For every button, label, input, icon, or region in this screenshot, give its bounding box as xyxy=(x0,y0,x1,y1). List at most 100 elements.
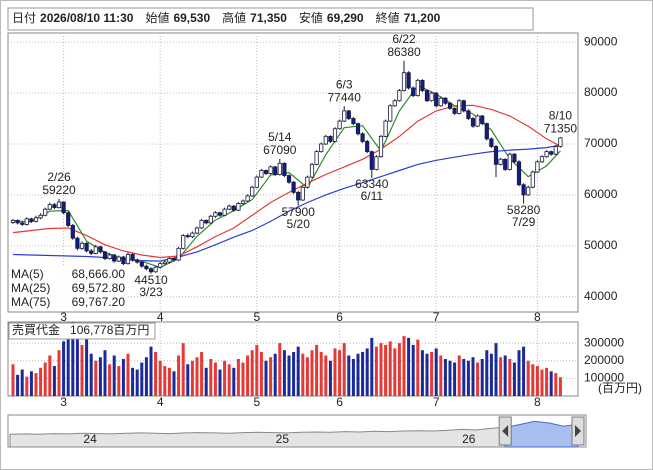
volume-bar xyxy=(333,348,337,396)
annotation-date: 6/22 xyxy=(392,32,416,46)
volume-bar xyxy=(48,355,52,396)
candle-body xyxy=(489,138,494,147)
y-tick-label: 40000 xyxy=(584,289,618,303)
volume-bar xyxy=(117,366,121,396)
volume-bar xyxy=(16,374,20,396)
volume-bar xyxy=(135,369,139,396)
candle-body xyxy=(296,191,301,201)
header-label: 高値 xyxy=(222,10,246,25)
volume-bar xyxy=(144,357,148,396)
volume-latest: 106,778百万円 xyxy=(70,323,149,337)
candle-body xyxy=(33,217,39,222)
candle-body xyxy=(222,208,227,216)
candle-body xyxy=(204,219,209,224)
candle-body xyxy=(116,256,121,262)
volume-bar xyxy=(407,337,411,396)
annotation-price: 77440 xyxy=(328,90,362,104)
volume-bar xyxy=(149,346,153,396)
ma-line xyxy=(12,104,561,259)
candle-body xyxy=(254,176,259,188)
volume-bar xyxy=(439,355,443,396)
volume-bar xyxy=(443,359,447,396)
candle-body xyxy=(162,261,167,265)
x-tick-label: 5 xyxy=(253,310,260,324)
volume-bar xyxy=(232,367,236,396)
legend-name: MA(25) xyxy=(11,281,50,295)
volume-bar xyxy=(20,369,24,396)
x-tick-label: 5 xyxy=(253,395,260,409)
volume-bar xyxy=(535,366,539,396)
volume-bar xyxy=(453,362,457,396)
price-plot xyxy=(8,33,578,312)
candle-body xyxy=(98,246,103,253)
y-tick-label: 50000 xyxy=(584,238,618,252)
volume-bar xyxy=(549,371,553,396)
legend-name: MA(75) xyxy=(11,295,50,309)
candle-body xyxy=(121,256,126,265)
volume-bar xyxy=(310,350,314,396)
candle-body xyxy=(374,156,379,170)
navigator-tick-label: 26 xyxy=(462,432,476,446)
volume-bar xyxy=(126,353,130,396)
candle-body xyxy=(185,235,190,238)
volume-bar xyxy=(85,337,89,396)
candle-body xyxy=(277,162,282,175)
candle-body xyxy=(75,237,80,249)
candle-body xyxy=(447,102,453,109)
volume-unit: (百万円) xyxy=(598,381,642,395)
volume-bar xyxy=(494,343,498,396)
candle-body xyxy=(516,161,522,186)
annotation-price: 57900 xyxy=(282,205,316,219)
annotation-date: 8/10 xyxy=(549,108,573,122)
candle-body xyxy=(337,120,342,130)
candle-body xyxy=(323,135,328,145)
annotation-date: 7/29 xyxy=(512,215,536,229)
candle-body xyxy=(52,204,57,209)
volume-bar xyxy=(420,350,424,396)
volume-bar xyxy=(66,334,70,396)
volume-bar xyxy=(356,353,360,396)
volume-bar xyxy=(167,367,171,396)
volume-bar xyxy=(554,373,558,396)
volume-bar xyxy=(499,357,503,396)
candle-body xyxy=(61,201,66,214)
volume-bar xyxy=(34,373,38,396)
candle-body xyxy=(291,181,296,193)
annotation-price: 59220 xyxy=(42,183,76,197)
volume-bar xyxy=(434,348,438,396)
candle-body xyxy=(493,146,499,165)
y-tick-label: 300000 xyxy=(584,335,624,349)
candle-body xyxy=(314,151,319,165)
candle-body xyxy=(544,151,549,158)
candle-body xyxy=(43,208,48,216)
candle-body xyxy=(300,186,305,201)
candle-body xyxy=(507,153,512,170)
volume-bar xyxy=(227,364,231,396)
volume-bar xyxy=(29,371,33,396)
annotation-date: 6/3 xyxy=(336,77,353,91)
candle-body xyxy=(388,105,393,122)
annotation-date: 3/23 xyxy=(139,285,163,299)
candle-body xyxy=(539,156,545,163)
candle-body xyxy=(498,158,503,165)
candle-body xyxy=(484,123,489,140)
candle-body xyxy=(530,171,535,188)
candle-body xyxy=(378,135,384,158)
candle-body xyxy=(125,254,131,265)
header-label: 安値 xyxy=(299,10,323,25)
handle-arrow xyxy=(502,425,509,437)
annotation-price: 67090 xyxy=(263,143,297,157)
candle-body xyxy=(167,258,172,263)
candle-body xyxy=(443,97,448,104)
x-tick-label: 8 xyxy=(534,395,541,409)
volume-bar xyxy=(259,351,263,396)
candle-body xyxy=(89,250,94,254)
legend-box xyxy=(9,267,126,311)
volume-bar xyxy=(384,344,388,396)
annotation-price: 63340 xyxy=(355,177,389,191)
legend-value: 69,572.80 xyxy=(72,281,126,295)
candle-body xyxy=(309,163,315,178)
candle-body xyxy=(457,100,462,114)
candle-body xyxy=(181,235,186,249)
